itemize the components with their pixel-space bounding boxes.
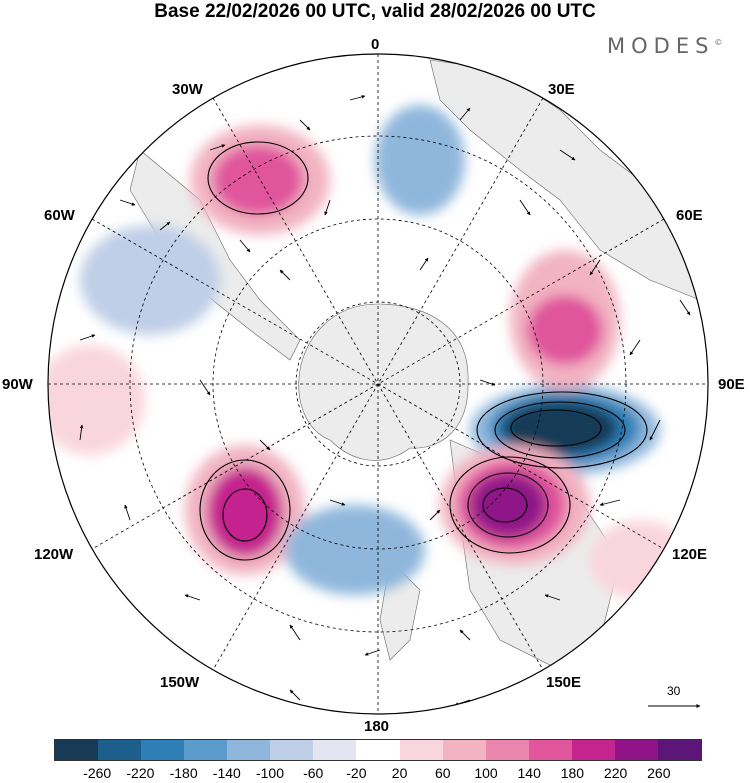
lon-label-30e: 30E [548,81,575,98]
colorbar-swatch-12 [571,740,615,760]
lon-label-180: 180 [364,718,390,735]
colorbar-tick-label: -20 [346,765,367,781]
contour-lines [199,141,648,561]
colorbar-tick-label: 220 [603,765,628,781]
colorbar-tick-label: -220 [126,765,155,781]
colorbar-swatch-4 [227,740,271,760]
positive-center-135w-core [207,467,283,557]
positive-center-30w-core [213,145,303,215]
modes-logo: MODES© [607,34,722,58]
colorbar-tick-label: -100 [255,765,285,781]
negative-center-90e-core [502,401,618,455]
colorbar-swatch-2 [141,740,185,760]
positive-center-60e-core [527,295,603,365]
colorbar-swatch-1 [98,740,142,760]
colorbar-swatch-10 [485,740,529,760]
lon-label-60w: 60W [44,207,75,224]
positive-center-120e-core [470,473,546,537]
colorbar-swatch-11 [528,740,572,760]
lon-label-120e: 120E [672,546,708,563]
graticule [48,54,708,714]
lon-label-120w: 120W [34,546,74,563]
colorbar-tick-label: 260 [647,765,671,781]
lon-label-150e: 150E [546,674,582,691]
colorbar-tick-label: -260 [83,765,112,781]
lon-label-60e: 60E [676,207,703,224]
lon-label-30w: 30W [172,81,203,98]
colorbar-swatch-3 [184,740,228,760]
lon-label-150w: 150W [160,674,200,691]
colorbar-tick-label: 20 [391,765,408,781]
colorbar-tick-label: 60 [435,765,451,781]
colorbar-swatch-13 [614,740,658,760]
colorbar-swatch-9 [442,740,486,760]
south-america-land [129,149,301,361]
colorbar-swatch-5 [270,740,314,760]
colorbar-tick-label: 140 [517,765,541,781]
brand-text: MODES [607,34,715,58]
lon-label-90e: 90E [718,376,745,393]
wind-vectors [79,95,691,706]
colorbar-swatch-7 [356,740,400,760]
chart-title: Base 22/02/2026 00 UTC, valid 28/02/2026… [154,1,596,22]
colorbar-tick-label: -180 [169,765,198,781]
antarctica-land [298,303,469,461]
negative-center-180 [285,505,425,595]
positive-weak-90w [48,345,145,455]
colorbar [54,739,702,761]
colorbar-swatch-6 [313,740,357,760]
colorbar-swatch-8 [399,740,443,760]
negative-center-60w [80,225,220,335]
copyright-mark: © [714,38,723,47]
colorbar-swatch-14 [657,740,701,760]
lon-label-90w: 90W [2,376,33,393]
colorbar-tick-label: -60 [303,765,324,781]
lon-label-0: 0 [371,36,380,53]
negative-center-0 [375,105,465,215]
colorbar-tick-label: 100 [474,765,498,781]
map-boundary [47,53,709,715]
colorbar-tick-label: -140 [212,765,241,781]
colorbar-tick-label: 180 [560,765,585,781]
anomaly-shading [48,105,690,600]
colorbar-swatch-0 [55,740,99,760]
reference-vector-value: 30 [667,684,681,698]
